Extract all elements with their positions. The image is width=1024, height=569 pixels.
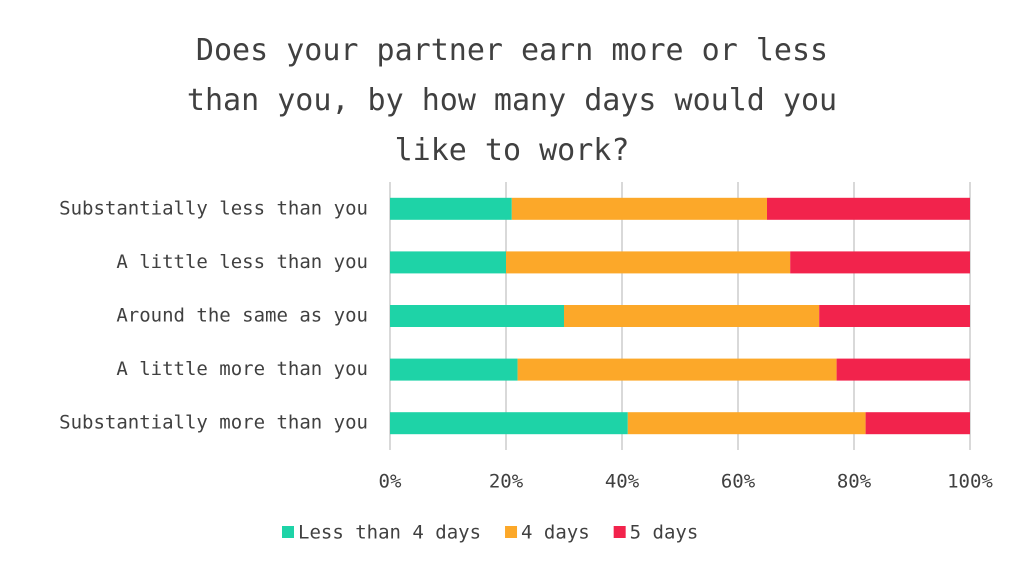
bar-segment [506, 251, 791, 274]
bar-segment [767, 197, 970, 220]
y-tick-label: A little less than you [116, 251, 368, 273]
x-tick-label: 60% [721, 471, 756, 493]
legend-label: 4 days [521, 522, 590, 544]
bar-segment [627, 412, 866, 435]
y-tick-label: Around the same as you [116, 305, 368, 327]
bar-segment [836, 358, 970, 381]
bar-segment [390, 412, 628, 435]
bar-segment [865, 412, 970, 435]
x-tick-label: 20% [489, 471, 524, 493]
bar-segment [390, 358, 518, 381]
bar-segment [564, 305, 820, 327]
bar-segment [390, 197, 512, 220]
bar-segment [819, 305, 970, 327]
x-tick-label: 100% [947, 471, 993, 493]
legend-label: Less than 4 days [298, 522, 481, 544]
y-tick-label: A little more than you [116, 358, 368, 380]
y-tick-label: Substantially less than you [59, 197, 368, 219]
legend-swatch [505, 526, 518, 538]
legend-swatch [613, 526, 626, 538]
bar-segment [390, 305, 564, 327]
y-tick-label: Substantially more than you [59, 412, 368, 434]
bar-segment [390, 251, 506, 274]
chart-title: Does your partner earn more or less than… [186, 33, 838, 168]
bar-segment [511, 197, 767, 220]
legend-label: 5 days [630, 522, 699, 544]
x-tick-label: 0% [379, 471, 402, 493]
x-tick-label: 80% [837, 471, 872, 493]
legend-swatch [282, 526, 294, 538]
bar-segment [517, 358, 837, 381]
bar-segment [790, 251, 970, 274]
x-tick-label: 40% [605, 471, 640, 493]
